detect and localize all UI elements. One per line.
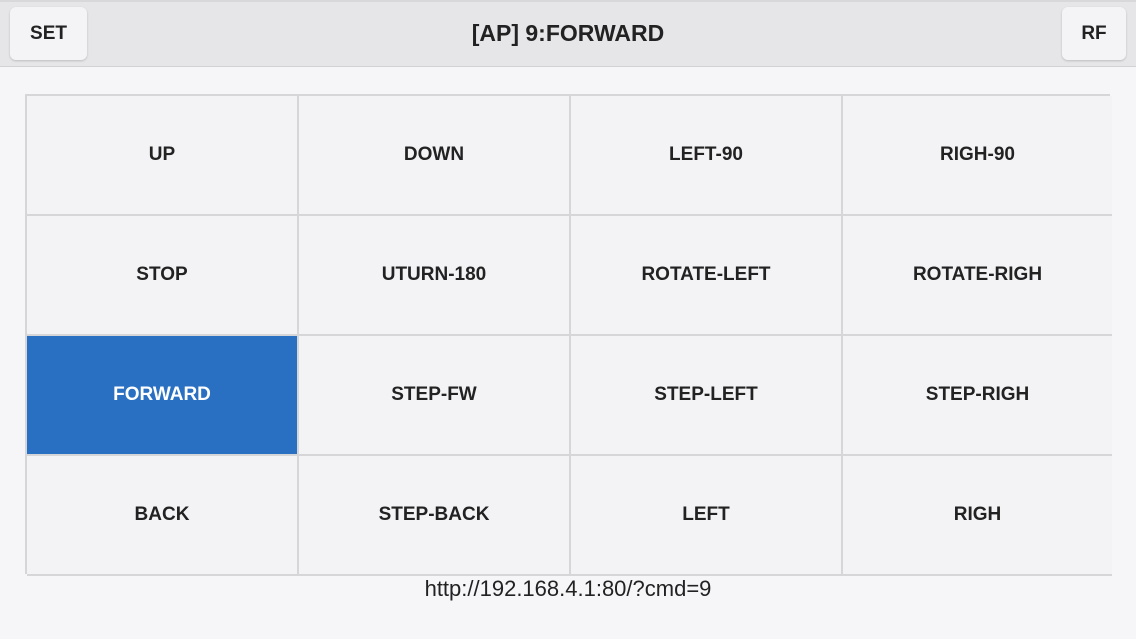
status-url: http://192.168.4.1:80/?cmd=9 — [424, 576, 712, 601]
command-button-step-fw[interactable]: STEP-FW — [299, 336, 571, 456]
rf-button[interactable]: RF — [1062, 7, 1126, 60]
command-button-righ-90[interactable]: RIGH-90 — [843, 96, 1112, 216]
command-button-down[interactable]: DOWN — [299, 96, 571, 216]
command-grid: UP DOWN LEFT-90 RIGH-90 STOP UTURN-180 ROTATE-… — [25, 94, 1112, 576]
command-button-forward[interactable]: FORWARD — [27, 336, 299, 456]
page-title: [AP] 9:FORWARD — [471, 20, 665, 46]
command-button-step-back[interactable]: STEP-BACK — [299, 456, 571, 576]
command-button-rotate-left[interactable]: ROTATE-LEFT — [571, 216, 843, 336]
header-bar — [0, 0, 1136, 67]
command-button-left-90[interactable]: LEFT-90 — [571, 96, 843, 216]
command-button-righ[interactable]: RIGH — [843, 456, 1112, 576]
command-button-up[interactable]: UP — [27, 96, 299, 216]
command-button-step-left[interactable]: STEP-LEFT — [571, 336, 843, 456]
set-button[interactable]: SET — [10, 7, 87, 60]
command-button-back[interactable]: BACK — [27, 456, 299, 576]
command-button-uturn-180[interactable]: UTURN-180 — [299, 216, 571, 336]
command-button-left[interactable]: LEFT — [571, 456, 843, 576]
command-button-rotate-righ[interactable]: ROTATE-RIGH — [843, 216, 1112, 336]
command-button-stop[interactable]: STOP — [27, 216, 299, 336]
command-button-step-righ[interactable]: STEP-RIGH — [843, 336, 1112, 456]
